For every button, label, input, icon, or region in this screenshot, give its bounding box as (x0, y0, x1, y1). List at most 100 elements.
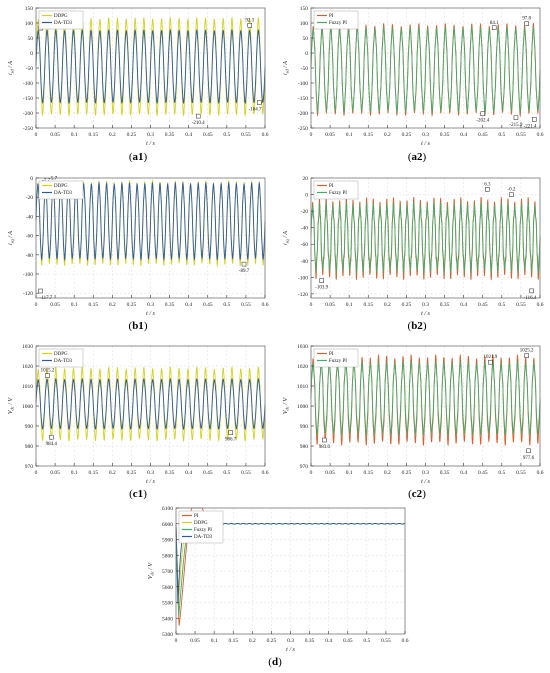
annotation-marker (488, 359, 493, 365)
annotation-label: -202.4 (476, 119, 489, 124)
y-tick-label: -150 (298, 96, 308, 102)
legend: DDPG DA-TD3 (38, 10, 84, 30)
x-tick-label: 0.4 (460, 470, 467, 476)
x-tick-label: 0.45 (478, 470, 488, 476)
x-tick-label: 0.3 (287, 638, 294, 644)
x-tick-label: 0.6 (262, 470, 269, 476)
x-tick-label: 0.5 (223, 470, 230, 476)
y-tick-label: 5800 (162, 553, 173, 559)
x-tick-label: 0.3 (422, 132, 429, 138)
x-tick-label: 0.15 (228, 638, 238, 644)
annotation-marker (45, 373, 50, 378)
annotation-marker (319, 278, 324, 283)
x-axis-label: t / s (146, 479, 155, 485)
y-tick-label: 970 (300, 464, 309, 470)
x-tick-label: 0.15 (88, 132, 98, 138)
caption-b1: (b1) (128, 320, 148, 332)
x-tick-label: 0.05 (50, 302, 60, 308)
annotation-marker (526, 448, 531, 454)
chart-c1: 970 980 990 1000 1010 1020 1030 0 0.05 0.1 0.15 0.2… (8, 344, 269, 485)
x-tick-label: 0.1 (346, 132, 353, 138)
x-tick-label: 0.2 (109, 302, 116, 308)
legend: PI DDPG Fuzzy PI DA-TD3 (178, 510, 224, 544)
annotation-label: 1015.2 (41, 369, 55, 374)
x-tick-label: 0.25 (127, 470, 137, 476)
x-tick-label: 0.05 (50, 470, 60, 476)
annotation-label: -103.9 (315, 286, 328, 291)
x-tick-label: 0.6 (537, 470, 544, 476)
x-tick-label: 0.5 (223, 302, 230, 308)
x-tick-label: 0.4 (185, 132, 192, 138)
annotation-marker (257, 100, 262, 105)
series-line-fuzzy-pi (310, 25, 541, 114)
x-tick-label: 0.45 (203, 470, 213, 476)
annotation-marker (529, 288, 534, 294)
legend: PI Fuzzy PI (313, 10, 359, 30)
x-tick-label: 0.2 (384, 132, 391, 138)
x-axis-label: t / s (421, 479, 430, 485)
y-tick-label: 1030 (22, 344, 33, 350)
y-tick-label: -40 (301, 226, 309, 232)
x-tick-label: 0.05 (325, 470, 335, 476)
x-tick-label: 0.25 (402, 470, 412, 476)
y-tick-label: -20 (26, 195, 34, 201)
x-tick-label: 0.5 (363, 638, 370, 644)
y-tick-label: 970 (25, 464, 34, 470)
chart-a1: -250 -200 -150 -100 -50 0 50 100 150 0 0.05 0.1 0.15… (8, 6, 269, 147)
legend-label: DDPG (54, 14, 68, 19)
x-axis-label: t / s (421, 141, 430, 147)
y-tick-label: -100 (23, 272, 33, 278)
x-tick-label: 0.15 (363, 132, 373, 138)
x-tick-label: 0.6 (537, 132, 544, 138)
y-tick-label: 5400 (162, 616, 173, 622)
series-line-da-td3 (35, 28, 266, 105)
x-tick-label: 0.4 (325, 638, 332, 644)
x-tick-label: 0.3 (147, 470, 154, 476)
y-tick-label: -200 (298, 111, 308, 117)
annotation-marker (509, 192, 514, 197)
x-tick-label: 0.45 (203, 132, 213, 138)
x-tick-label: 0.1 (71, 470, 78, 476)
x-tick-label: 0.1 (71, 132, 78, 138)
x-tick-label: 0.35 (440, 302, 450, 308)
x-tick-label: 0.1 (346, 470, 353, 476)
x-tick-label: 0.35 (440, 470, 450, 476)
x-tick-label: 0.5 (498, 132, 505, 138)
x-tick-label: 0.25 (402, 302, 412, 308)
y-tick-label: 5500 (162, 601, 173, 607)
annotation-label: 97.8 (522, 17, 531, 22)
legend-label: PI (194, 514, 199, 519)
annotation-marker (38, 288, 43, 294)
annotation-label: 983.0 (319, 445, 331, 450)
x-tick-label: 0.1 (71, 302, 78, 308)
y-axis-label: isd / A (8, 61, 15, 75)
x-tick-label: 0.45 (343, 638, 353, 644)
y-tick-label: -50 (301, 66, 309, 72)
x-tick-label: 0.05 (325, 132, 335, 138)
x-tick-label: 0.6 (537, 302, 544, 308)
caption-c1: (c1) (129, 488, 147, 500)
x-tick-label: 0.2 (109, 470, 116, 476)
caption-a1: (a1) (128, 151, 148, 163)
legend-label: Fuzzy PI (194, 528, 212, 533)
x-tick-label: 0.2 (249, 638, 256, 644)
x-tick-label: 0.15 (88, 470, 98, 476)
x-tick-label: 0 (35, 470, 38, 476)
x-tick-label: 0.45 (478, 132, 488, 138)
x-tick-label: 0.55 (516, 302, 526, 308)
annotation-label: 6.3 (484, 182, 491, 187)
legend-label: Fuzzy PI (329, 359, 347, 364)
y-tick-label: 6000 (162, 522, 173, 528)
y-tick-label: 0 (305, 51, 308, 57)
x-tick-label: 0 (35, 132, 38, 138)
x-tick-label: 0.4 (460, 132, 467, 138)
annotation-marker (49, 434, 54, 440)
y-axis-label: Vdc / V (8, 397, 15, 415)
x-tick-label: 0.4 (185, 302, 192, 308)
x-tick-label: 0.15 (88, 302, 98, 308)
x-axis-label: t / s (146, 311, 155, 317)
x-tick-label: 0.6 (262, 132, 269, 138)
y-tick-label: 150 (300, 6, 309, 12)
annotation-marker (247, 23, 252, 28)
x-tick-label: 0.35 (305, 638, 315, 644)
